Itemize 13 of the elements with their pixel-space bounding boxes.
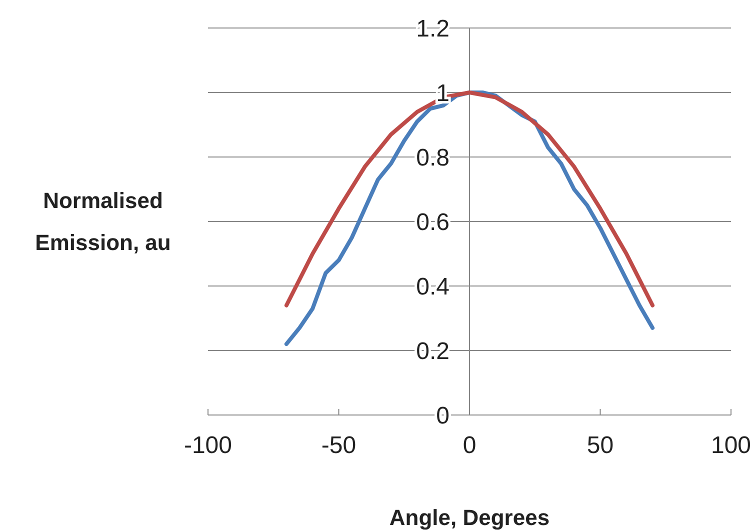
- y-tick-label: 0.6: [416, 208, 450, 236]
- y-tick-label: 0: [436, 402, 450, 430]
- x-tick-label: 0: [462, 432, 476, 459]
- x-tick-label: -50: [321, 432, 356, 459]
- x-tick-label: -100: [184, 432, 232, 459]
- y-axis-title: Normalised Emission, au: [35, 188, 171, 255]
- x-tick-label: 100: [710, 432, 752, 459]
- y-tick-label: 1.2: [416, 15, 450, 42]
- x-axis-title: Angle, Degrees: [389, 505, 550, 530]
- y-tick-label: 0.4: [416, 273, 450, 300]
- y-tick-label: 0.2: [416, 338, 450, 365]
- x-tick-label: 50: [586, 432, 614, 459]
- y-tick-label: 0.8: [416, 144, 450, 172]
